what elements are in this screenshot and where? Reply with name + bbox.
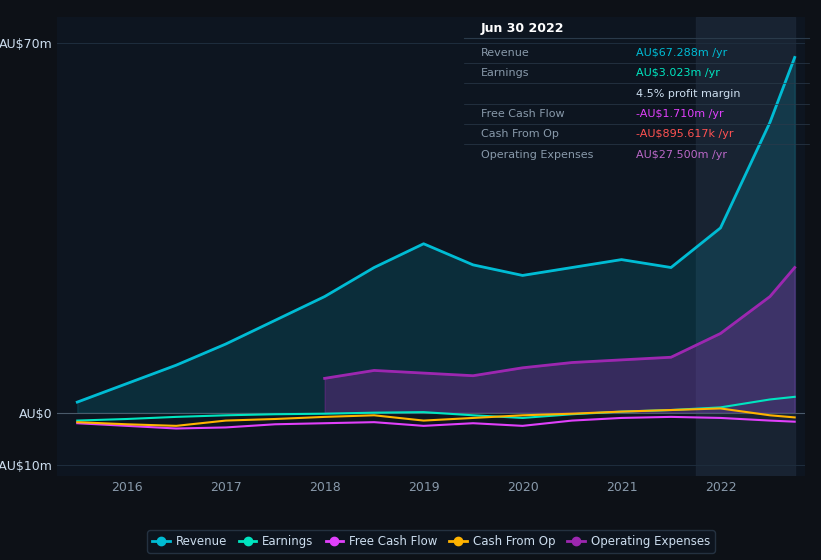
Bar <box>695 17 795 476</box>
Text: Operating Expenses: Operating Expenses <box>481 150 594 160</box>
Text: 4.5% profit margin: 4.5% profit margin <box>636 88 741 99</box>
Text: AU$27.500m /yr: AU$27.500m /yr <box>636 150 727 160</box>
Text: Jun 30 2022: Jun 30 2022 <box>481 22 565 35</box>
Text: AU$67.288m /yr: AU$67.288m /yr <box>636 48 727 58</box>
Text: Free Cash Flow: Free Cash Flow <box>481 109 565 119</box>
Text: Earnings: Earnings <box>481 68 530 78</box>
Text: -AU$895.617k /yr: -AU$895.617k /yr <box>636 129 734 139</box>
Text: -AU$1.710m /yr: -AU$1.710m /yr <box>636 109 724 119</box>
Text: AU$3.023m /yr: AU$3.023m /yr <box>636 68 720 78</box>
Text: Cash From Op: Cash From Op <box>481 129 559 139</box>
Legend: Revenue, Earnings, Free Cash Flow, Cash From Op, Operating Expenses: Revenue, Earnings, Free Cash Flow, Cash … <box>147 530 715 553</box>
Text: Revenue: Revenue <box>481 48 530 58</box>
